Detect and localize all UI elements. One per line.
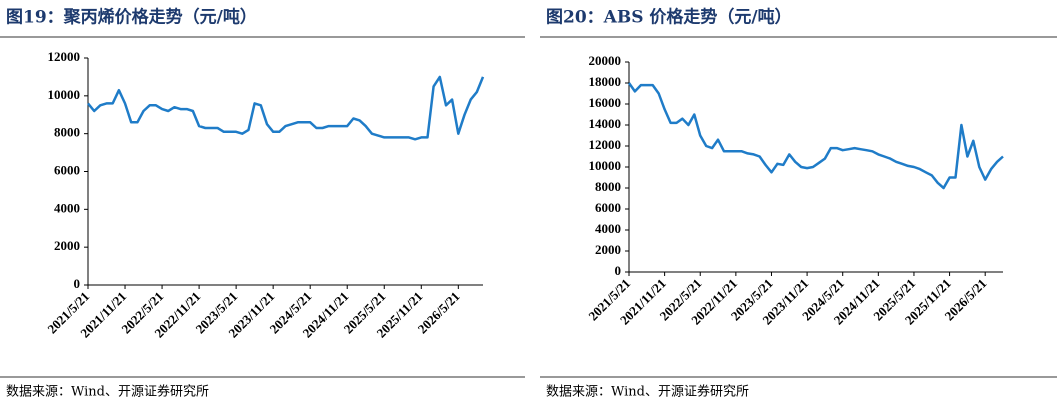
y-tick-label: 10000 bbox=[48, 87, 81, 102]
y-tick-label: 2000 bbox=[54, 238, 80, 253]
y-tick-label: 2000 bbox=[595, 242, 621, 257]
y-tick-label: 4000 bbox=[54, 200, 80, 215]
source-note: 数据来源：Wind、开源证券研究所 bbox=[6, 384, 209, 400]
price-line bbox=[627, 82, 1004, 190]
chart-title: 图19：聚丙烯价格走势（元/吨） bbox=[6, 7, 257, 28]
y-tick-label: 16000 bbox=[589, 95, 622, 110]
y-tick-label: 0 bbox=[615, 263, 622, 278]
y-tick-label: 10000 bbox=[589, 158, 622, 173]
chart-title: 图20：ABS 价格走势（元/吨） bbox=[546, 7, 792, 28]
y-tick-label: 12000 bbox=[48, 49, 81, 64]
y-tick-label: 4000 bbox=[595, 221, 621, 236]
y-tick-label: 12000 bbox=[589, 137, 622, 152]
y-tick-label: 6000 bbox=[595, 200, 621, 215]
y-tick-label: 20000 bbox=[589, 53, 622, 68]
y-tick-label: 18000 bbox=[589, 74, 622, 89]
price-line bbox=[87, 75, 485, 141]
y-tick-label: 6000 bbox=[54, 162, 80, 177]
y-tick-label: 8000 bbox=[595, 179, 621, 194]
y-tick-label: 8000 bbox=[54, 125, 80, 140]
y-tick-label: 0 bbox=[74, 276, 81, 291]
y-tick-label: 14000 bbox=[589, 116, 622, 131]
source-note: 数据来源：Wind、开源证券研究所 bbox=[546, 384, 749, 400]
